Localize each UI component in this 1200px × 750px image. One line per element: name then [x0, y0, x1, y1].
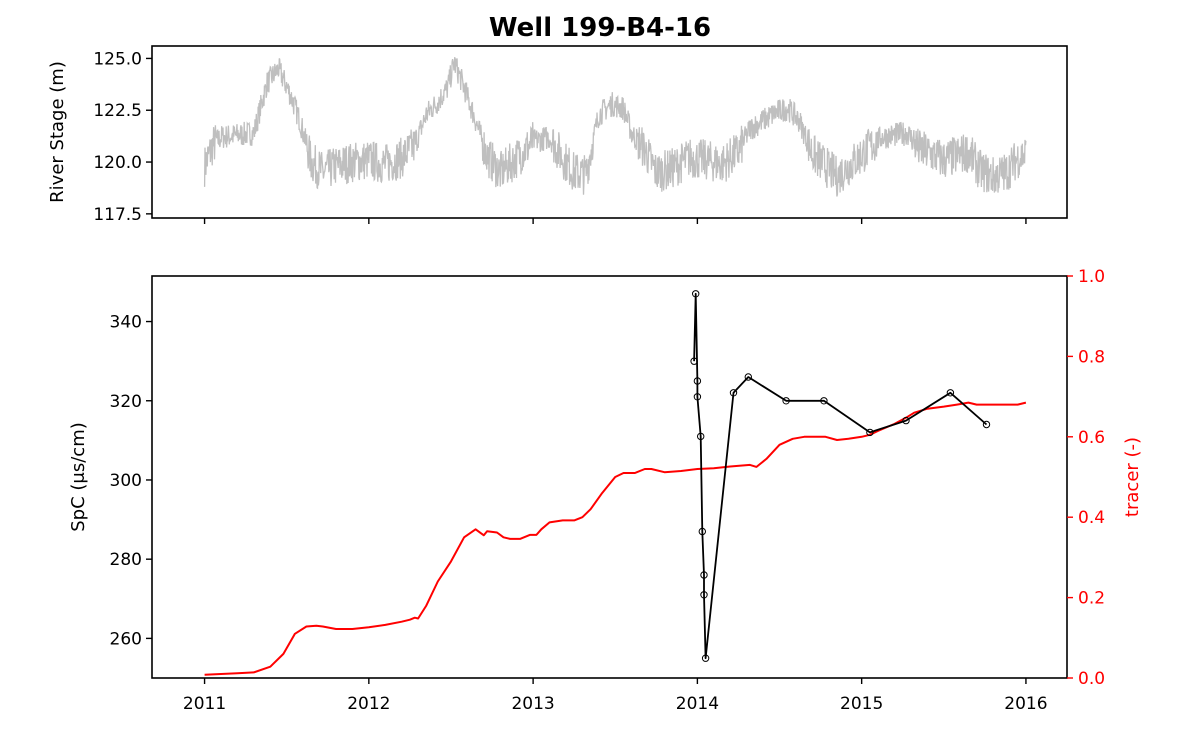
year-x-tick-label: 2012 — [347, 694, 390, 714]
spc-point — [902, 416, 910, 425]
year-x-tick-label: 2015 — [840, 694, 883, 714]
river-stage-x-ticks — [203, 218, 1027, 224]
spc-y-ticks: 260 280 300 320 340 — [110, 313, 152, 649]
tracer-y-tick-label: 0.0 — [1078, 669, 1105, 689]
spc-y-tick-label: 340 — [110, 313, 142, 333]
spc-point — [692, 290, 700, 298]
chart-title: Well 199-B4-16 — [489, 13, 711, 43]
spc-y-tick-label: 260 — [110, 629, 142, 649]
spc-point — [982, 420, 991, 429]
year-x-tick-label: 2011 — [183, 694, 226, 714]
spc-point — [729, 389, 738, 397]
spc-y-label: SpC (μs/cm) — [68, 422, 89, 532]
spc-point — [690, 357, 698, 365]
river-stage-y-tick-label: 117.5 — [93, 205, 142, 225]
spc-point — [693, 393, 702, 401]
spc-point — [693, 377, 702, 385]
year-x-tick-label: 2013 — [511, 694, 554, 714]
spc-tracer-axes-frame — [151, 275, 1068, 679]
spc-point — [697, 432, 705, 441]
river-stage-line — [203, 57, 1027, 197]
tracer-y-ticks: 0.0 0.2 0.4 0.6 0.8 1.0 — [1067, 267, 1105, 689]
spc-y-tick-label: 300 — [110, 471, 142, 491]
tracer-y-tick-label: 0.4 — [1078, 508, 1105, 528]
tracer-line — [204, 401, 1027, 676]
tracer-y-tick-label: 0.2 — [1078, 589, 1105, 609]
year-x-ticks: 2011 2012 2013 2014 2015 2016 — [183, 678, 1048, 714]
spc-line — [693, 292, 988, 660]
tracer-y-tick-label: 0.8 — [1078, 347, 1105, 367]
spc-point — [820, 397, 828, 405]
spc-point — [700, 571, 708, 579]
spc-point — [946, 389, 955, 397]
river-stage-y-label: River Stage (m) — [47, 61, 68, 203]
river-stage-y-tick-label: 120.0 — [93, 153, 142, 173]
spc-point — [866, 428, 874, 437]
spc-tracer-plot-area — [204, 290, 1027, 676]
tracer-y-tick-label: 0.6 — [1078, 428, 1105, 448]
tracer-y-label: tracer (-) — [1122, 437, 1143, 517]
year-x-tick-label: 2014 — [676, 694, 719, 714]
spc-y-tick-label: 280 — [110, 550, 142, 570]
river-stage-plot-area — [203, 57, 1027, 197]
river-stage-y-tick-label: 122.5 — [93, 101, 142, 121]
spc-point — [698, 527, 706, 536]
river-stage-panel: 117.5 120.0 122.5 125.0 River Stage (m) — [47, 45, 1068, 225]
spc-point — [782, 397, 790, 405]
year-x-tick-label: 2016 — [1004, 694, 1047, 714]
river-stage-y-tick-label: 125.0 — [93, 49, 142, 69]
river-stage-axes-frame — [151, 45, 1068, 219]
spc-point — [744, 373, 752, 381]
spc-point — [701, 654, 710, 662]
tracer-y-tick-label: 1.0 — [1078, 267, 1105, 287]
spc-point — [700, 591, 708, 599]
river-stage-y-ticks: 117.5 120.0 122.5 125.0 — [93, 49, 152, 225]
spc-y-tick-label: 320 — [110, 392, 142, 412]
